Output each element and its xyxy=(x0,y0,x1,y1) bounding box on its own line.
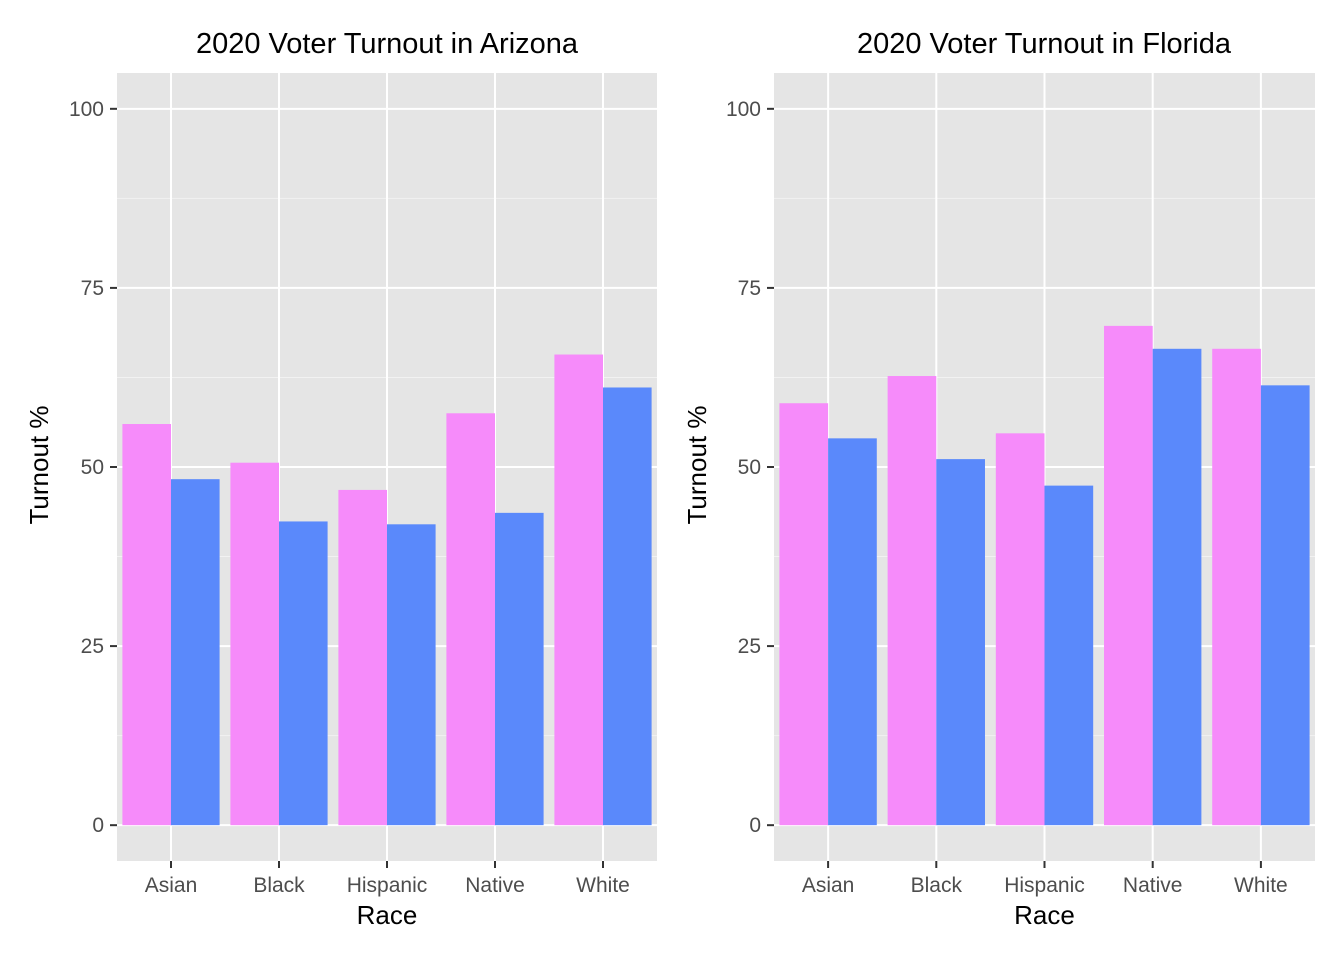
x-tick-label-hispanic: Hispanic xyxy=(347,874,428,897)
bar-hispanic-series-2 xyxy=(1044,485,1094,826)
bar-native-series-2 xyxy=(1152,348,1202,826)
bar-hispanic-series-1 xyxy=(338,489,387,826)
bar-native-series-1 xyxy=(446,413,495,826)
x-axis-title: Race xyxy=(1014,900,1075,930)
chart-panel-2: 0 25 50 75 100 Asian Black Hispanic Native White 2… xyxy=(682,28,1315,930)
y-tick-label: 25 xyxy=(81,635,104,658)
bar-asian-series-2 xyxy=(828,438,877,826)
bar-hispanic-series-2 xyxy=(387,524,436,826)
y-tick-label: 50 xyxy=(81,456,104,479)
bar-asian-series-1 xyxy=(779,403,829,826)
x-tick-label-black: Black xyxy=(253,874,305,897)
bar-asian-series-2 xyxy=(171,479,220,826)
y-tick-label: 75 xyxy=(81,277,104,300)
bar-white-series-1 xyxy=(1212,348,1261,826)
y-tick-label: 0 xyxy=(749,814,761,837)
x-tick-label-native: Native xyxy=(465,874,525,897)
chart-panel-1: 0 25 50 75 100 Asian Black Hispanic Native White 2… xyxy=(24,28,657,930)
x-tick-label-white: White xyxy=(1234,874,1288,897)
chart-title: 2020 Voter Turnout in Florida xyxy=(857,28,1232,60)
x-tick-label-asian: Asian xyxy=(145,874,198,897)
x-tick-label-black: Black xyxy=(911,874,963,897)
y-tick-label: 75 xyxy=(738,277,761,300)
bar-white-series-2 xyxy=(603,387,652,826)
y-axis-title: Turnout % xyxy=(24,406,54,525)
x-tick-label-hispanic: Hispanic xyxy=(1004,874,1085,897)
bar-asian-series-1 xyxy=(122,424,171,826)
y-tick-label: 100 xyxy=(69,98,104,121)
bar-black-series-2 xyxy=(279,521,328,826)
y-tick-label: 0 xyxy=(92,814,104,837)
bar-hispanic-series-1 xyxy=(995,433,1045,826)
x-tick-label-asian: Asian xyxy=(802,874,855,897)
x-tick-label-white: White xyxy=(576,874,630,897)
bar-black-series-2 xyxy=(936,459,985,826)
x-tick-label-native: Native xyxy=(1123,874,1183,897)
x-axis-title: Race xyxy=(357,900,418,930)
bar-white-series-2 xyxy=(1260,385,1310,826)
y-axis-title: Turnout % xyxy=(682,406,712,525)
bar-white-series-1 xyxy=(554,354,603,826)
y-tick-label: 100 xyxy=(726,98,761,121)
bar-black-series-1 xyxy=(887,376,937,826)
chart-title: 2020 Voter Turnout in Arizona xyxy=(196,28,579,60)
bar-black-series-1 xyxy=(230,462,279,826)
bar-native-series-2 xyxy=(495,512,544,826)
y-tick-label: 50 xyxy=(738,456,761,479)
y-tick-label: 25 xyxy=(738,635,761,658)
bar-native-series-1 xyxy=(1104,325,1153,826)
